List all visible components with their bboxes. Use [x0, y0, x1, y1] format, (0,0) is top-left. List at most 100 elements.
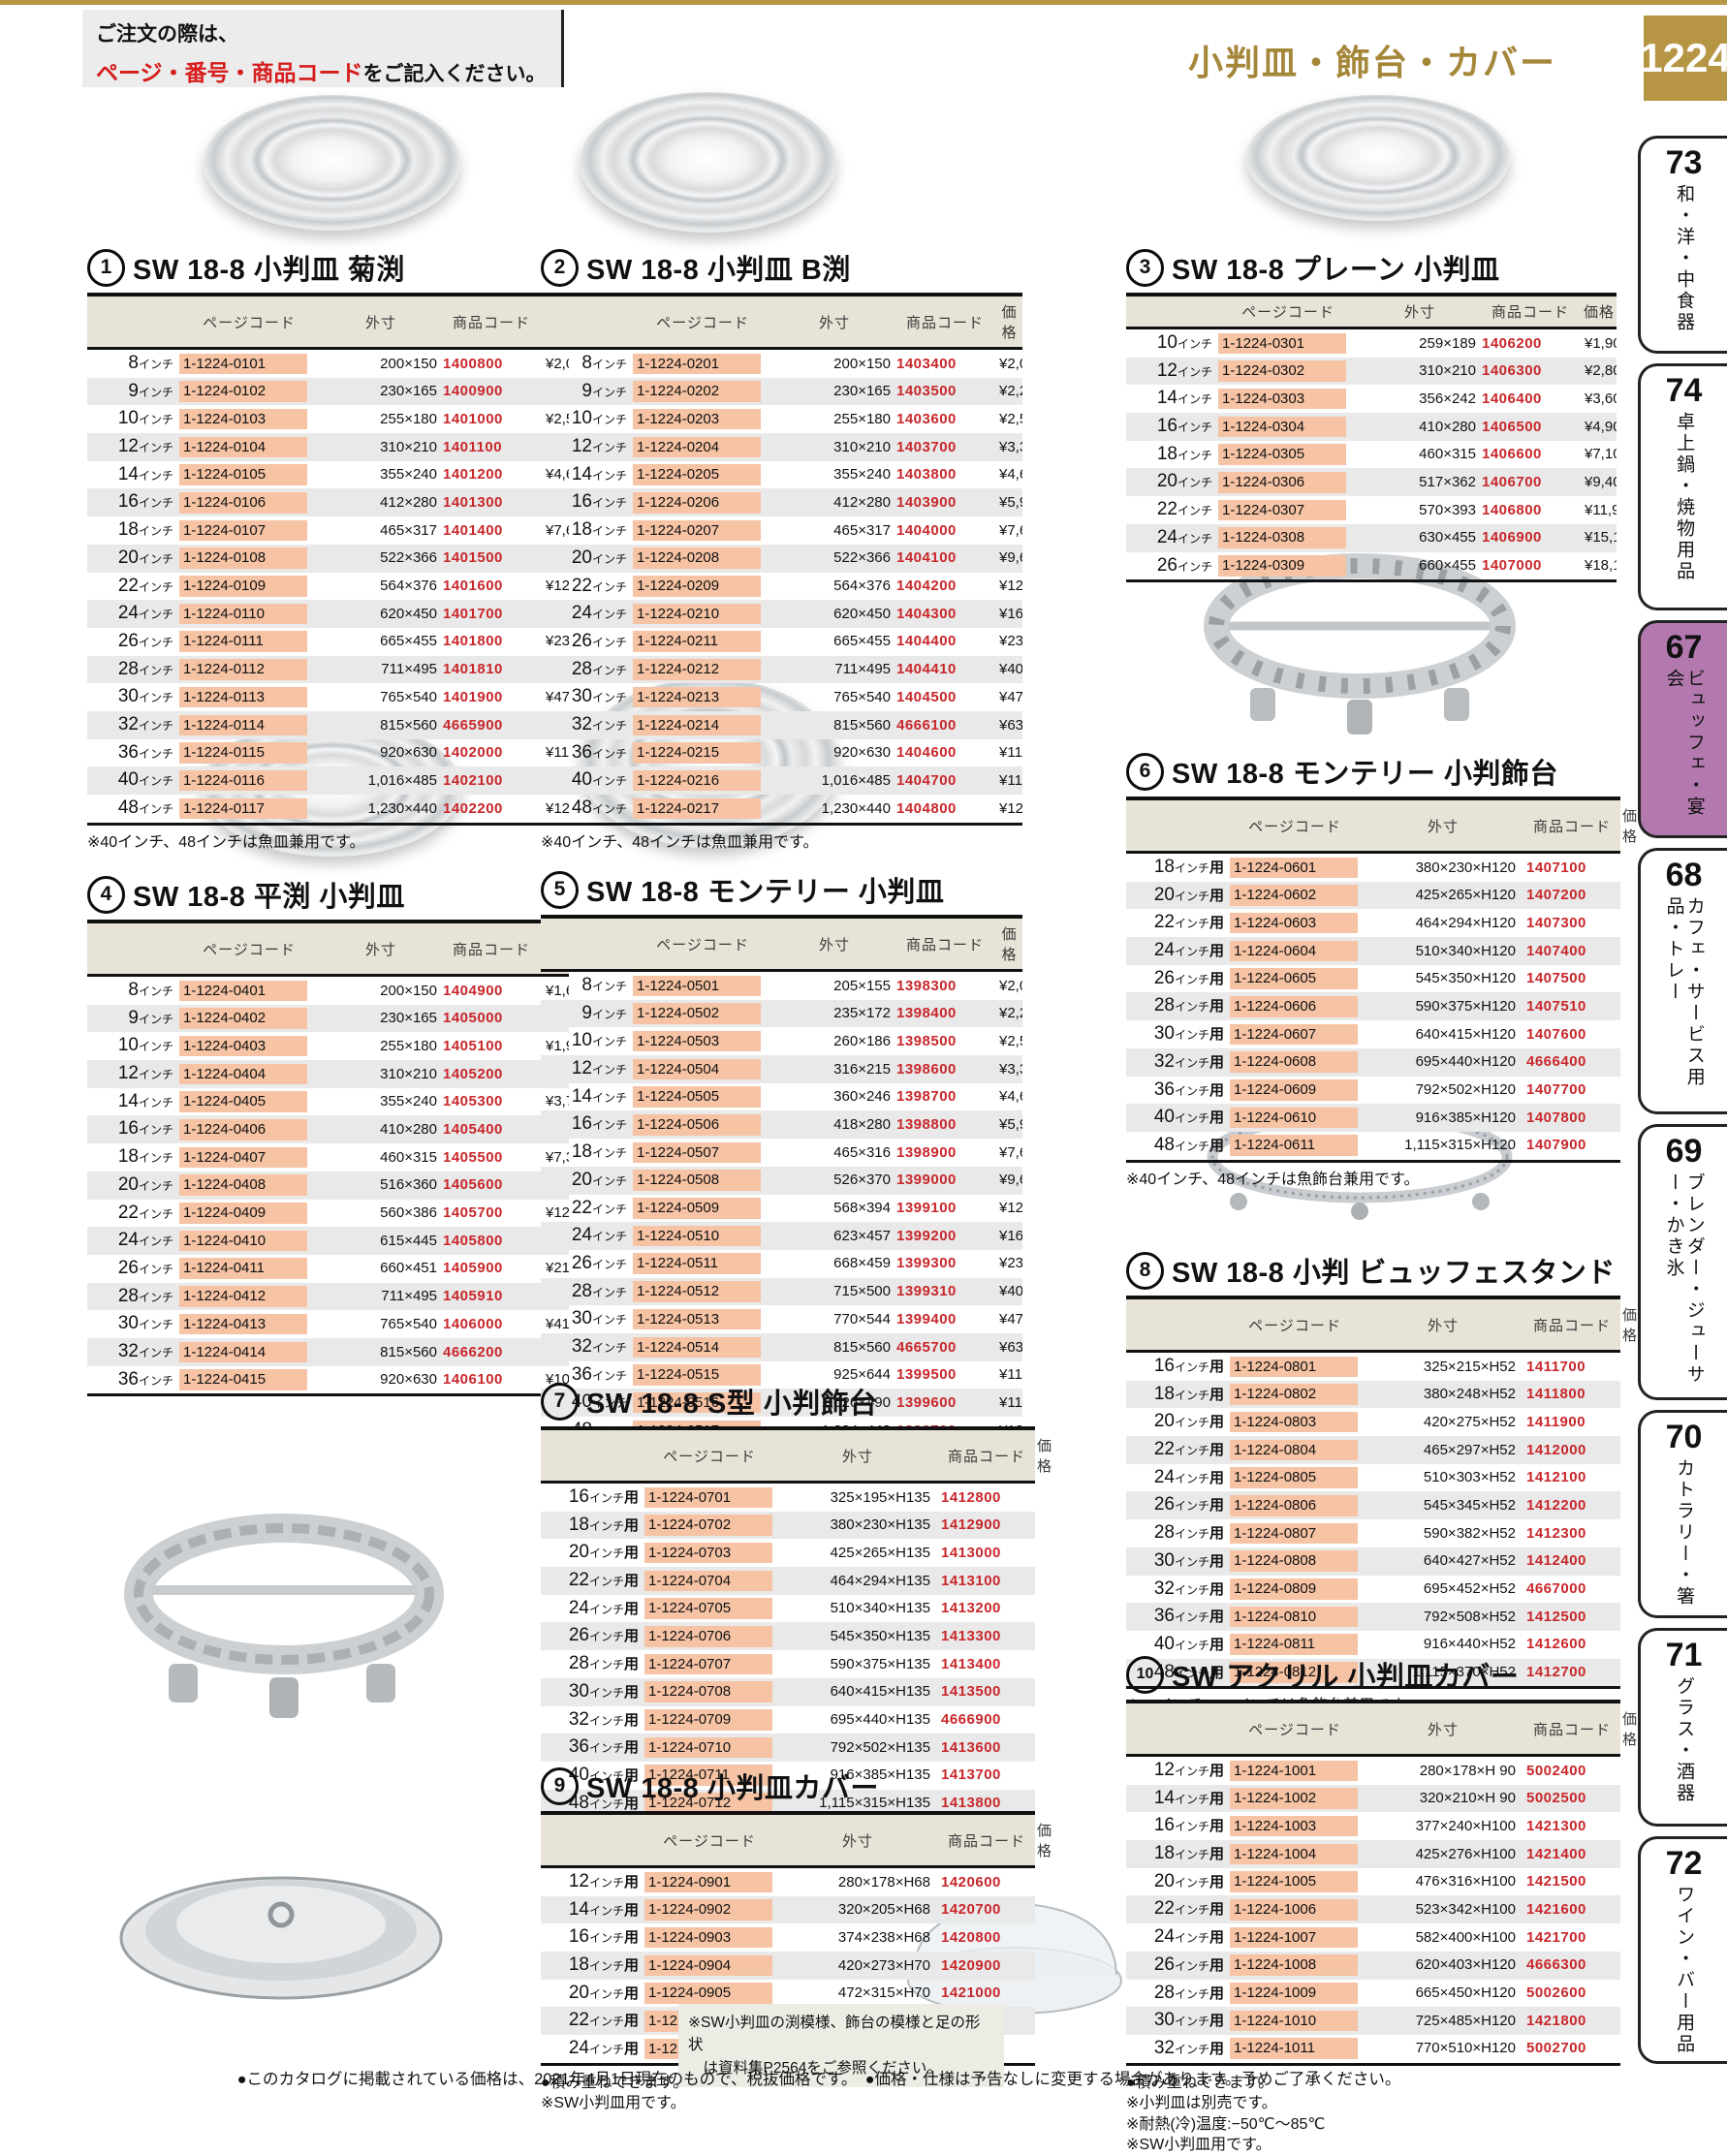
row-size: 48インチ用: [1153, 1134, 1224, 1155]
outer-dims: 916×440×H52: [1423, 1636, 1516, 1653]
outer-dims: 660×451: [380, 1260, 437, 1277]
row-size: 22インチ用: [1153, 1439, 1224, 1460]
item-code: 5002600: [1526, 1984, 1586, 2002]
item-code: 1401600: [443, 578, 503, 595]
outer-dims: 815×560: [380, 1343, 437, 1360]
table-row: 40インチ用1-1224-0711916×385×H1351413700¥154…: [541, 1762, 1035, 1790]
table-row: 40インチ用1-1224-0811916×440×H521412600¥72,6…: [1126, 1631, 1620, 1659]
price: ¥16,100: [999, 1227, 1022, 1244]
item-code: 1404200: [896, 578, 957, 595]
page-code: 1-1224-0402: [176, 1005, 322, 1033]
sidebar-tab[interactable]: 72 ワイン・バー用品: [1638, 1836, 1727, 2064]
outer-dims: 1,026×490: [821, 1393, 891, 1411]
outer-dims: 310×210: [380, 438, 437, 455]
outer-dims: 545×350×H135: [830, 1628, 930, 1645]
price: ¥5,900: [546, 494, 569, 512]
table-row: 30インチ用1-1224-0607640×415×H1201407600¥55,…: [1126, 1020, 1620, 1048]
table-header-row: ページコード外寸商品コード価格: [1126, 293, 1617, 329]
item-code: 1406600: [1482, 446, 1542, 463]
item-code: 1413000: [941, 1544, 1001, 1561]
price: ¥2,200: [999, 383, 1022, 400]
page-code: 1-1224-0803: [1227, 1408, 1363, 1436]
item-code: 1403600: [896, 410, 957, 427]
row-size: 18インチ用: [1153, 1843, 1224, 1864]
page-code: 1-1224-1009: [1227, 1980, 1363, 2008]
outer-dims: 465×317: [833, 521, 891, 539]
item-code: 1405500: [443, 1148, 503, 1166]
page-code: 1-1224-0510: [630, 1222, 775, 1250]
item-code: 1405200: [443, 1065, 503, 1082]
row-size: 32インチ: [117, 1340, 173, 1361]
column-header: 外寸: [775, 293, 894, 350]
outer-dims: 255×180: [833, 410, 891, 427]
sidebar-tab[interactable]: 67 ビュッフェ・宴会: [1638, 620, 1727, 838]
sidebar-tab-label: カトラリー・箸: [1674, 1458, 1695, 1608]
table-row: 22インチ用1-1224-1006523×342×H1001421600¥20,…: [1126, 1895, 1620, 1924]
sidebar-tab[interactable]: 71 グラス・酒器: [1638, 1628, 1727, 1827]
row-size: 20インチ: [117, 1173, 173, 1195]
price: ¥47,200: [546, 688, 569, 705]
sidebar-tab[interactable]: 68 カフェ・サービス用品・トレー: [1638, 848, 1727, 1114]
sidebar-tab-number: 69: [1665, 1133, 1703, 1170]
item-code: 4666300: [1526, 1956, 1586, 1974]
sidebar-tab-label: グラス・酒器: [1674, 1676, 1695, 1804]
table-row: 26インチ用1-1224-0706545×350×H1351413300¥40,…: [541, 1622, 1035, 1651]
item-code: 1406700: [1482, 474, 1542, 491]
page-code: 1-1224-0703: [642, 1539, 777, 1567]
item-code: 1407510: [1526, 998, 1586, 1016]
row-size: 24インチ用: [1153, 1926, 1224, 1948]
page-code: 1-1224-0307: [1215, 496, 1361, 524]
sidebar-tab[interactable]: 73 和・洋・中食器: [1638, 136, 1727, 354]
row-size: 12インチ: [571, 1058, 627, 1079]
table-header-row: ページコード外寸商品コード価格: [541, 293, 1022, 350]
price: ¥3,300: [999, 438, 1022, 455]
sidebar-tab[interactable]: 70 カトラリー・箸: [1638, 1410, 1727, 1618]
item-code: 1405100: [443, 1037, 503, 1054]
outer-dims: 465×297×H52: [1423, 1441, 1516, 1458]
row-size: 8インチ: [128, 353, 173, 373]
outer-dims: 464×294×H120: [1415, 914, 1516, 931]
table-row: 40インチ用1-1224-0610916×385×H1201407800¥95,…: [1126, 1104, 1620, 1132]
product-footnote: ※40インチ、48インチは魚飾台兼用です。: [1126, 1171, 1420, 1188]
item-code: 1399400: [896, 1310, 957, 1328]
table-row: 18インチ用1-1224-0904420×273×H701420900¥11,0…: [541, 1952, 1035, 1980]
row-size: 28インチ: [571, 658, 627, 679]
outer-dims: 695×440×H120: [1415, 1053, 1516, 1071]
row-size: 32インチ用: [1153, 2037, 1224, 2058]
row-size: 36インチ用: [568, 1736, 639, 1758]
page-code: 1-1224-0412: [176, 1283, 322, 1311]
product-section-s-stand: 7 SW 18-8 S型 小判飾台 ページコード 外寸 商品コード 価格 16インチ用…: [541, 1382, 1052, 1848]
sidebar-tab-number: 73: [1665, 144, 1703, 181]
outer-dims: 564×376: [380, 578, 437, 595]
item-code: 1413700: [941, 1766, 1001, 1784]
page-code: 1-1224-0501: [630, 971, 775, 1000]
price: ¥4,600: [546, 466, 569, 484]
item-code: 1399000: [896, 1172, 957, 1189]
outer-dims: 665×455: [833, 633, 891, 650]
outer-dims: 516×360: [380, 1176, 437, 1194]
sidebar-tab-number: 71: [1665, 1637, 1703, 1673]
sidebar-tab[interactable]: 69 ブレンダー・ジューサー・かき氷: [1638, 1124, 1727, 1400]
item-code: 1406800: [1482, 501, 1542, 518]
row-size: 14インチ: [117, 463, 173, 484]
page-code: 1-1224-0507: [630, 1139, 775, 1167]
row-size: 22インチ用: [568, 1570, 639, 1591]
item-code: 1405900: [443, 1260, 503, 1277]
product-footnote: ※耐熱(冷)温度:−50℃〜85℃: [1126, 2115, 1326, 2133]
outer-dims: 412×280: [833, 494, 891, 512]
outer-dims: 590×375×H135: [830, 1655, 930, 1672]
item-code: 1406200: [1482, 334, 1542, 352]
page-code: 1-1224-0116: [176, 766, 322, 795]
item-code: 1401810: [443, 661, 503, 678]
outer-dims: 380×248×H52: [1423, 1386, 1516, 1403]
sidebar-tab[interactable]: 74 卓上鍋・焼物用品: [1638, 363, 1727, 610]
product-section-bbuchi: 2 SW 18-8 小判皿 B渕 ページコード 外寸 商品コード 価格 8インチ 1-1…: [541, 248, 1022, 853]
